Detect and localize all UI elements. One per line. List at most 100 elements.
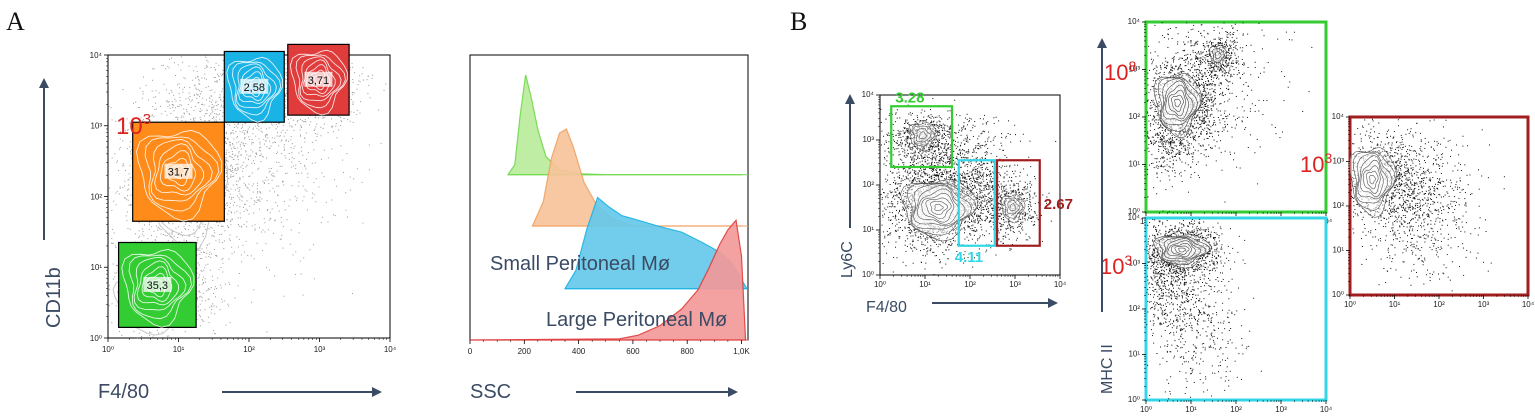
event-dot — [243, 130, 245, 132]
event-dot — [969, 175, 971, 177]
event-dot — [229, 176, 231, 178]
event-dot — [251, 162, 253, 164]
event-dot — [915, 179, 917, 181]
event-dot — [293, 119, 295, 121]
event-dot — [291, 185, 293, 187]
event-dot — [154, 108, 156, 110]
event-dot — [231, 157, 233, 159]
event-dot — [340, 145, 342, 147]
event-dot — [196, 93, 198, 95]
event-dot — [201, 297, 203, 299]
event-dot — [887, 234, 889, 236]
event-dot — [933, 251, 935, 253]
event-dot — [946, 205, 948, 207]
event-dot — [203, 282, 205, 284]
event-dot — [911, 181, 913, 183]
event-dot — [225, 168, 227, 170]
event-dot — [167, 65, 169, 67]
event-dot — [181, 119, 183, 121]
event-dot — [230, 198, 232, 200]
event-dot — [295, 167, 297, 169]
event-dot — [974, 185, 976, 187]
event-dot — [218, 241, 220, 243]
event-dot — [956, 228, 958, 230]
event-dot — [246, 164, 248, 166]
event-dot — [941, 232, 943, 234]
event-dot — [356, 88, 358, 90]
event-dot — [221, 74, 223, 76]
event-dot — [115, 192, 117, 194]
event-dot — [166, 335, 168, 337]
event-dot — [209, 97, 211, 99]
event-dot — [964, 165, 966, 167]
event-dot — [237, 156, 239, 158]
event-dot — [281, 234, 283, 236]
event-dot — [315, 201, 317, 203]
event-dot — [245, 130, 247, 132]
event-dot — [230, 224, 232, 226]
event-dot — [313, 194, 315, 196]
event-dot — [924, 268, 926, 270]
event-dot — [938, 173, 940, 175]
event-dot — [351, 62, 353, 64]
event-dot — [331, 126, 333, 128]
event-dot — [299, 129, 301, 131]
event-dot — [211, 253, 213, 255]
event-dot — [231, 253, 233, 255]
event-dot — [948, 244, 950, 246]
event-dot — [909, 229, 911, 231]
event-dot — [200, 93, 202, 95]
event-dot — [946, 224, 948, 226]
event-dot — [238, 225, 240, 227]
event-dot — [224, 157, 226, 159]
event-dot — [229, 234, 231, 236]
event-dot — [112, 228, 114, 230]
event-dot — [244, 138, 246, 140]
event-dot — [128, 178, 130, 180]
event-dot — [268, 269, 270, 271]
event-dot — [155, 102, 157, 104]
contour-line — [141, 266, 173, 303]
gate-percent-blue: 2,58 — [244, 82, 265, 94]
event-dot — [977, 217, 979, 219]
event-dot — [950, 212, 952, 214]
event-dot — [951, 243, 953, 245]
event-dot — [221, 225, 223, 227]
event-dot — [238, 190, 240, 192]
event-dot — [968, 216, 970, 218]
event-dot — [906, 235, 908, 237]
event-dot — [286, 82, 288, 84]
event-dot — [239, 212, 241, 214]
event-dot — [202, 97, 204, 99]
event-dot — [944, 218, 946, 220]
event-dot — [917, 212, 919, 214]
event-dot — [230, 188, 232, 190]
event-dot — [166, 100, 168, 102]
event-dot — [237, 123, 239, 125]
event-dot — [200, 91, 202, 93]
event-dot — [199, 316, 201, 318]
event-dot — [357, 84, 359, 86]
event-dot — [985, 230, 987, 232]
event-dot — [119, 331, 121, 333]
event-dot — [180, 56, 182, 58]
event-dot — [963, 122, 965, 124]
event-dot — [207, 61, 209, 63]
event-dot — [285, 107, 287, 109]
event-dot — [912, 185, 914, 187]
event-dot — [285, 173, 287, 175]
event-dot — [359, 75, 361, 77]
event-dot — [927, 227, 929, 229]
event-dot — [352, 103, 354, 105]
event-dot — [932, 200, 934, 202]
event-dot — [971, 191, 973, 193]
event-dot — [114, 272, 116, 274]
event-dot — [252, 142, 254, 144]
event-dot — [898, 171, 900, 173]
event-dot — [127, 179, 129, 181]
event-dot — [340, 117, 342, 119]
event-dot — [148, 229, 150, 231]
event-dot — [145, 84, 147, 86]
event-dot — [221, 75, 223, 77]
event-dot — [195, 77, 197, 79]
